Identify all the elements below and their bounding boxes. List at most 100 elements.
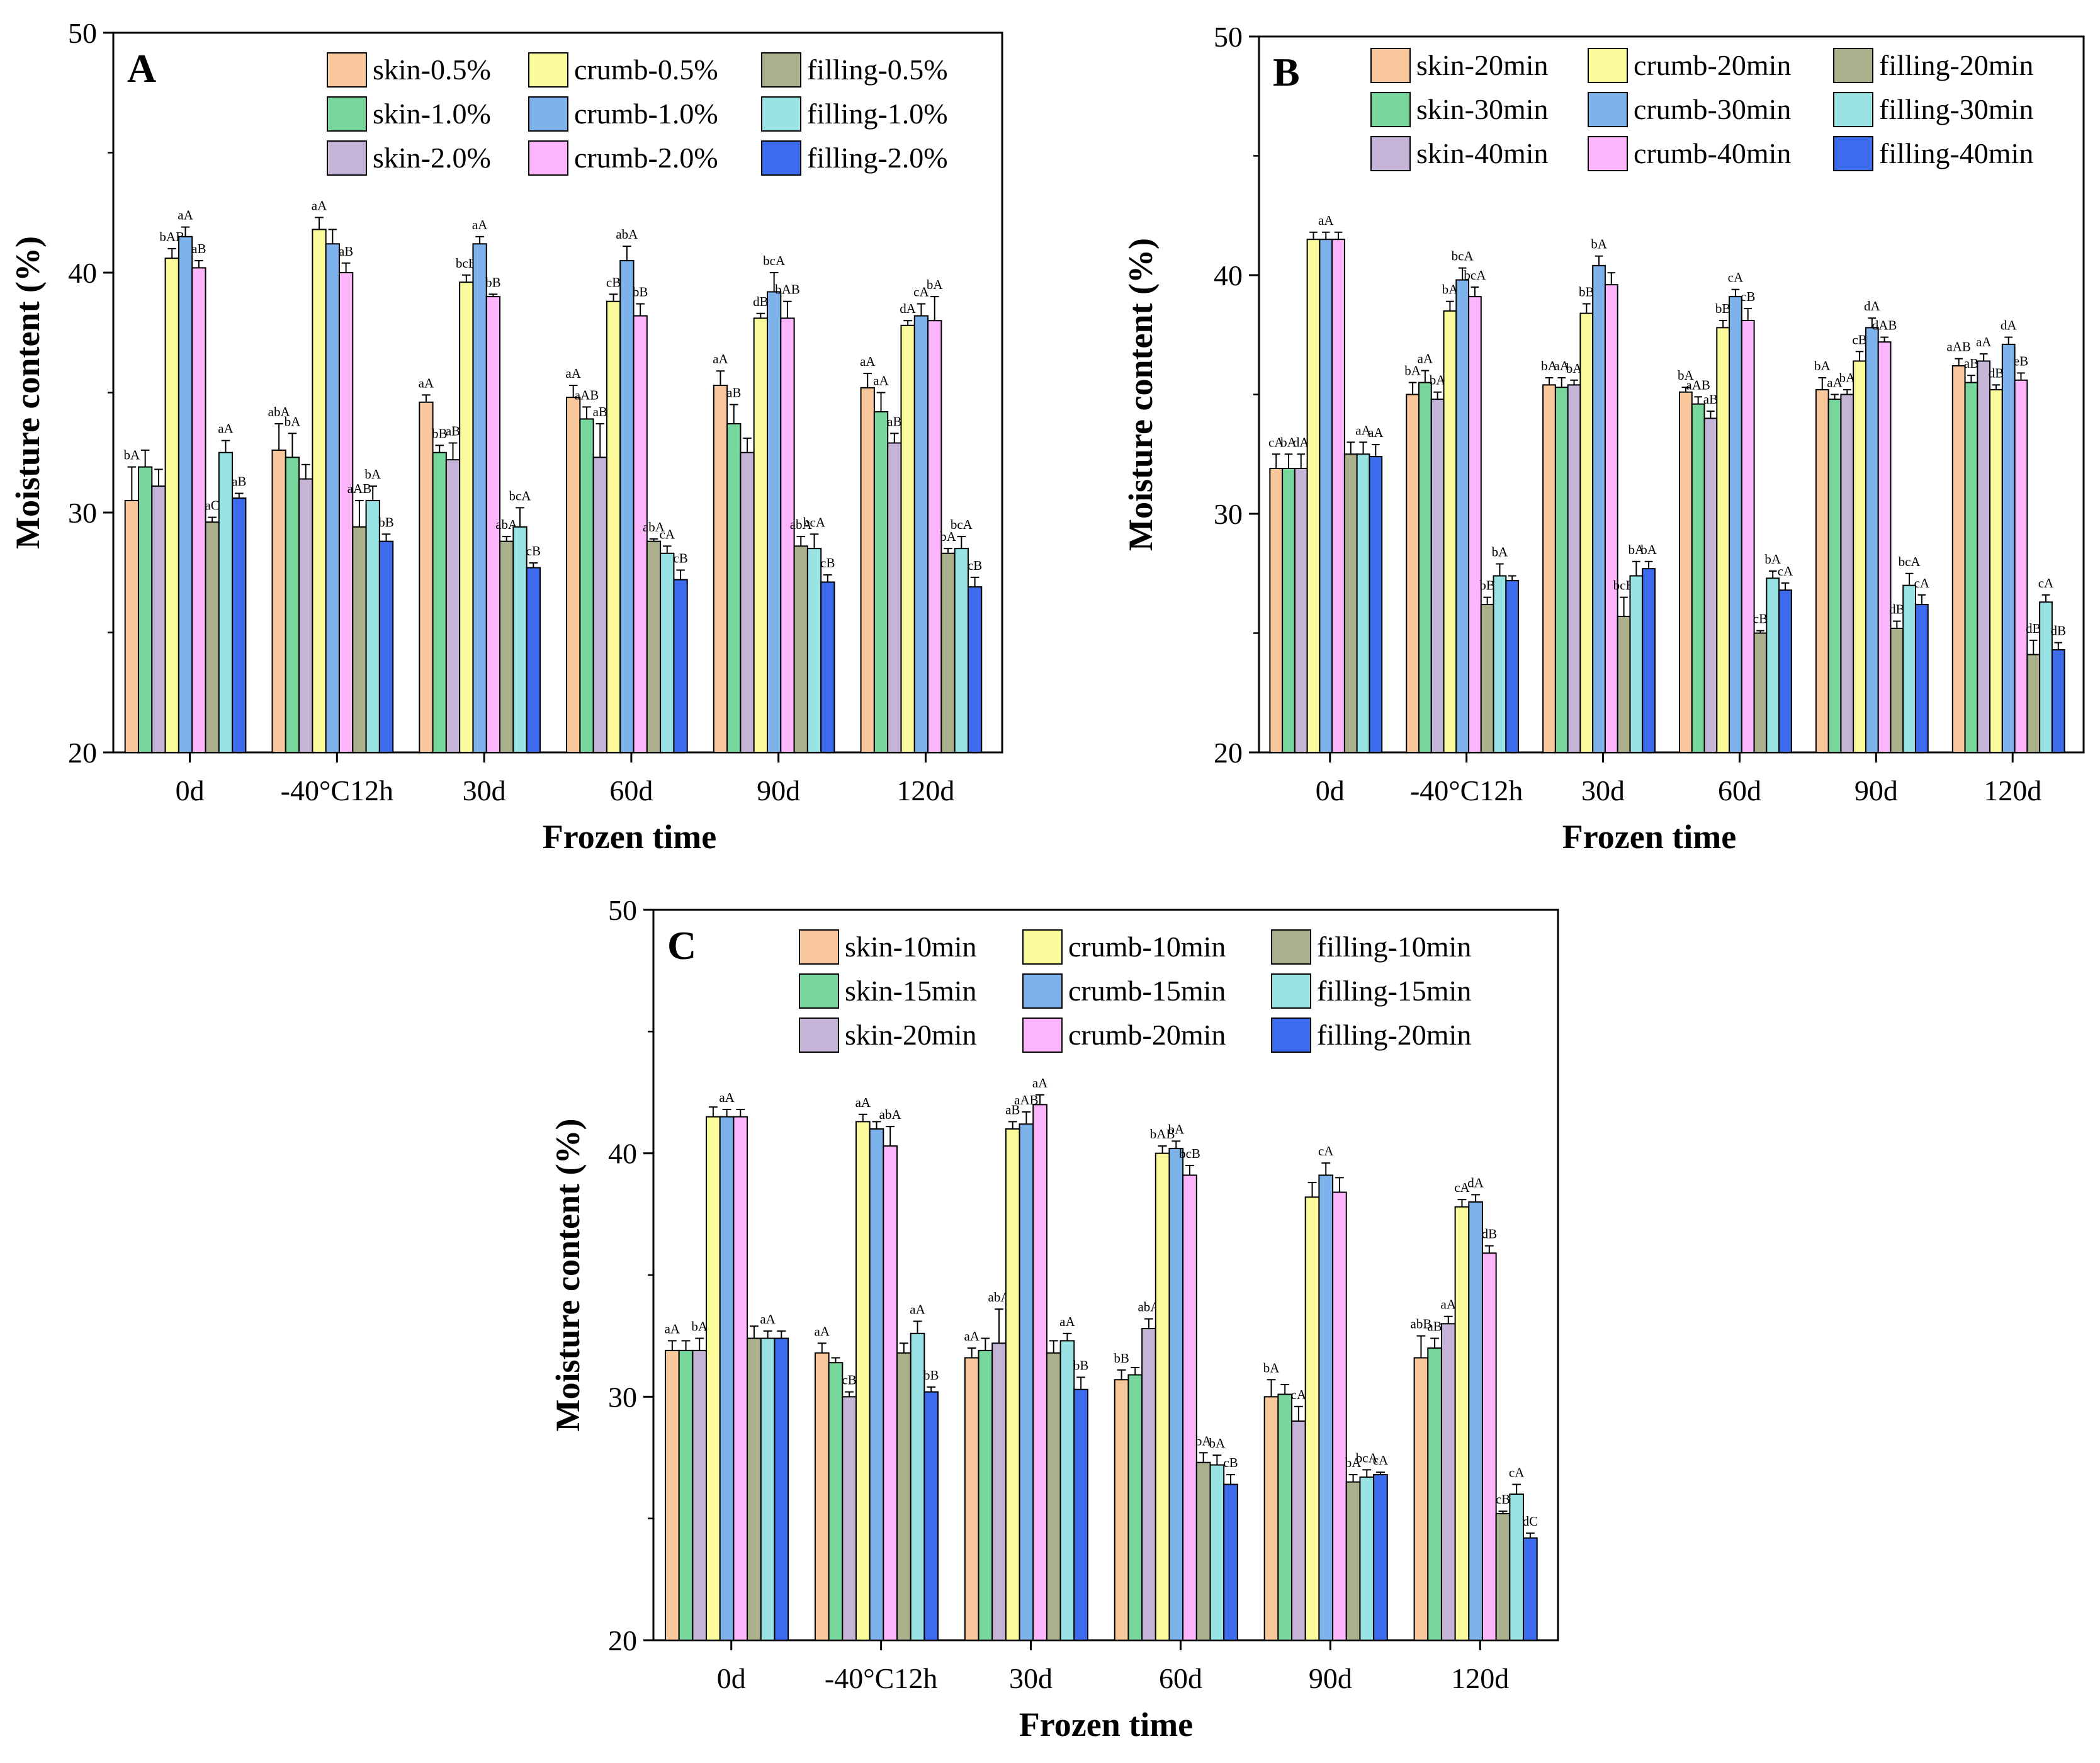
bar xyxy=(774,1337,789,1641)
bar xyxy=(164,258,179,753)
bar xyxy=(2026,654,2041,753)
y-tick-label: 20 xyxy=(608,1624,637,1657)
data-label: cA xyxy=(1318,1143,1334,1159)
data-label: cA xyxy=(1268,434,1284,450)
bar xyxy=(1865,327,1879,753)
data-label: bA xyxy=(1263,1360,1280,1375)
data-label: dA xyxy=(1467,1175,1484,1190)
bar xyxy=(1454,1206,1470,1641)
data-label: aB xyxy=(1427,1319,1442,1334)
data-label: aAB xyxy=(1946,339,1971,354)
bar xyxy=(1766,577,1780,754)
data-label: abA xyxy=(643,519,665,535)
panel-a: 20 30 40 50 Moisture content (%) Frozen time A… xyxy=(9,17,1003,856)
data-label: aA xyxy=(1318,213,1334,228)
y-tick-label: 30 xyxy=(1214,498,1243,530)
bar xyxy=(1073,1388,1088,1641)
legend-swatch xyxy=(1588,92,1628,127)
legend-label: crumb-20min xyxy=(1634,49,1791,81)
data-label: aB xyxy=(339,244,353,259)
bar xyxy=(1741,320,1755,753)
data-label: abA xyxy=(616,227,638,242)
legend-label: skin-20min xyxy=(1416,49,1549,81)
data-label: bA xyxy=(1345,1455,1362,1470)
y-tick-label: 40 xyxy=(1214,259,1243,292)
bar xyxy=(1642,568,1656,753)
data-label: bA xyxy=(1814,358,1831,373)
x-tick-label: 60d xyxy=(1718,774,1761,807)
bar xyxy=(1629,575,1644,753)
data-label: bA xyxy=(285,414,302,429)
legend-swatch xyxy=(1271,929,1311,965)
bar xyxy=(793,545,808,754)
data-label: aA xyxy=(719,1090,735,1105)
data-label: bB xyxy=(432,426,448,441)
y-tick-label: 30 xyxy=(68,497,97,529)
legend-label: crumb-15min xyxy=(1068,975,1226,1007)
bar xyxy=(964,1357,979,1641)
bar xyxy=(1114,1379,1129,1641)
y-tick-label: 50 xyxy=(1214,21,1243,53)
panel-c: 20 30 40 50 Moisture content (%) Frozen time C… xyxy=(549,894,1559,1743)
bar xyxy=(619,259,635,753)
data-label: bA xyxy=(1492,545,1509,560)
bar xyxy=(869,1128,884,1641)
data-label: cA xyxy=(1509,1465,1525,1480)
data-label: dB xyxy=(2026,621,2041,636)
data-label: cA xyxy=(1728,270,1744,285)
bar xyxy=(419,401,434,753)
bar xyxy=(1523,1537,1538,1641)
bar xyxy=(1480,604,1494,754)
bar xyxy=(806,548,822,754)
bar xyxy=(1554,387,1569,753)
bar xyxy=(312,229,327,754)
bar xyxy=(1509,1494,1525,1641)
bar xyxy=(1679,391,1693,753)
legend-swatch xyxy=(1370,48,1411,83)
bar xyxy=(1691,403,1705,753)
bar xyxy=(1440,1323,1456,1641)
data-label: aAB xyxy=(347,481,372,496)
data-label: abA xyxy=(879,1107,902,1122)
legend-swatch xyxy=(1588,136,1628,171)
y-tick-label: 20 xyxy=(68,737,97,769)
data-label: bcA xyxy=(951,517,973,532)
data-label: eB xyxy=(2014,353,2028,368)
legend-label: skin-20min xyxy=(845,1019,977,1051)
bar xyxy=(1356,453,1370,753)
bar xyxy=(678,1349,694,1641)
bar xyxy=(1495,1512,1511,1641)
bar xyxy=(1753,632,1768,753)
bar xyxy=(1373,1474,1388,1641)
y-axis-title: Moisture content (%) xyxy=(1122,238,1160,551)
data-label: aAB xyxy=(575,387,599,402)
bar xyxy=(1592,264,1606,753)
bar xyxy=(842,1396,857,1641)
x-axis-title: Frozen time xyxy=(1019,1706,1193,1743)
x-tick-label: 60d xyxy=(609,774,653,807)
data-label: aB xyxy=(232,474,246,489)
legend-label: crumb-0.5% xyxy=(574,54,718,86)
data-label: bA xyxy=(1404,363,1421,378)
bar xyxy=(526,567,541,753)
bar xyxy=(883,1145,898,1641)
x-tick-label: -40°C12h xyxy=(281,774,393,807)
data-label: cB xyxy=(526,543,541,558)
bar xyxy=(873,411,889,753)
bar xyxy=(923,1391,939,1641)
legend-swatch xyxy=(1022,973,1063,1009)
bar xyxy=(378,540,394,753)
bar xyxy=(1291,1420,1306,1641)
y-tick-label: 50 xyxy=(68,17,97,49)
bar xyxy=(855,1121,871,1641)
data-label: aB xyxy=(1703,392,1718,407)
legend-label: filling-40min xyxy=(1879,137,2033,169)
bar xyxy=(1877,341,1892,753)
bar xyxy=(1306,239,1321,753)
bar xyxy=(1579,312,1594,753)
bar xyxy=(673,579,688,753)
legend-label: skin-2.0% xyxy=(373,142,491,174)
data-label: aA xyxy=(1032,1075,1048,1091)
bar xyxy=(1853,360,1866,753)
data-label: bA xyxy=(364,467,381,482)
